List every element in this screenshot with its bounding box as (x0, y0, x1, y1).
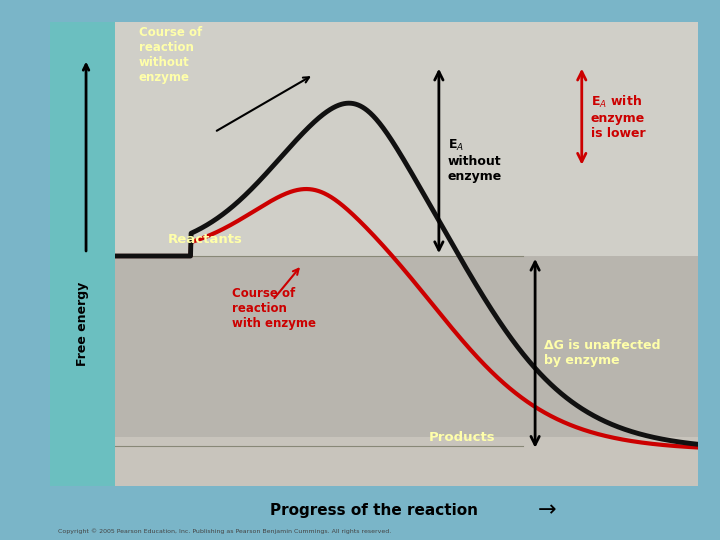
Text: Free energy: Free energy (76, 281, 89, 366)
Text: →: → (538, 500, 557, 521)
Text: Copyright © 2005 Pearson Education, Inc. Publishing as Pearson Benjamin Cummings: Copyright © 2005 Pearson Education, Inc.… (58, 528, 391, 534)
Text: E$_A$ with
enzyme
is lower: E$_A$ with enzyme is lower (590, 93, 645, 140)
Text: Course of
reaction
with enzyme: Course of reaction with enzyme (232, 287, 316, 330)
Text: E$_A$
without
enzyme: E$_A$ without enzyme (448, 138, 502, 184)
Text: Products: Products (429, 431, 495, 444)
Text: Progress of the reaction: Progress of the reaction (271, 503, 478, 518)
Text: Course of
reaction
without
enzyme: Course of reaction without enzyme (138, 26, 202, 84)
Text: ΔG is unaffected
by enzyme: ΔG is unaffected by enzyme (544, 339, 660, 367)
Text: Reactants: Reactants (168, 233, 243, 246)
